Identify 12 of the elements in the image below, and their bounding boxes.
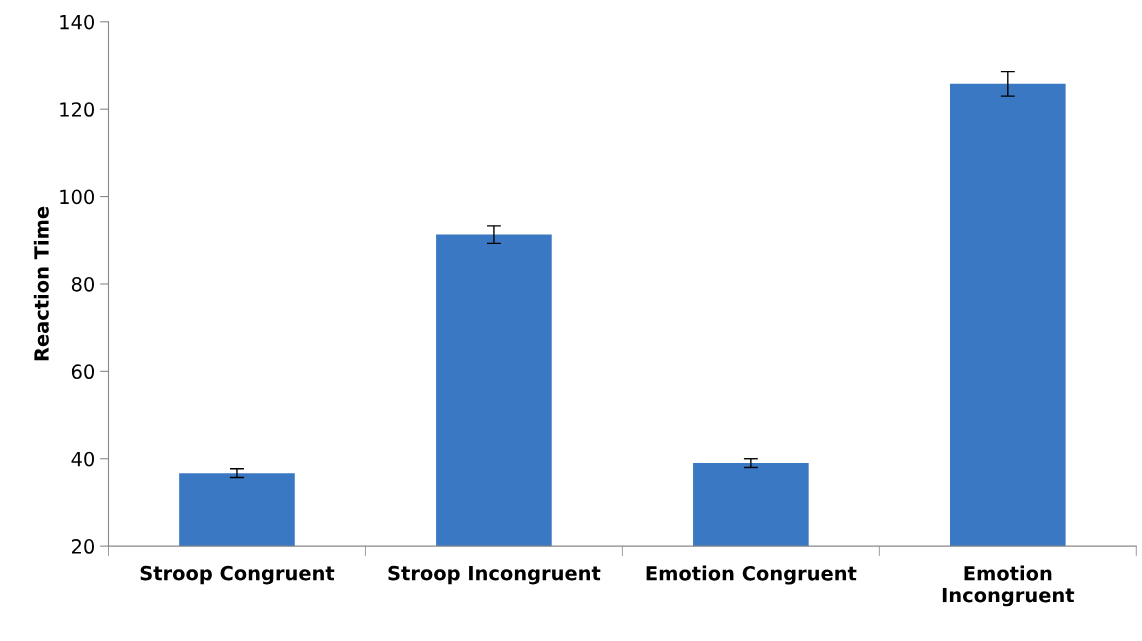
- x-tick-label: Stroop Incongruent: [388, 565, 601, 585]
- y-tick-label: 140: [60, 14, 94, 30]
- y-tick-label: 120: [60, 102, 94, 117]
- x-tick-label: Emotion Congruent: [646, 565, 857, 585]
- x-tick-label: Stroop Congruent: [140, 565, 335, 585]
- x-tick-label: Emotion Incongruent: [942, 565, 1075, 607]
- y-tick-label: 20: [71, 539, 94, 554]
- y-axis-title: Reaction Time: [33, 206, 49, 361]
- y-tick-label: 60: [71, 364, 94, 380]
- y-tick-label: 40: [71, 451, 94, 467]
- y-tick-label: 100: [60, 189, 94, 205]
- y-tick-label: 80: [71, 276, 94, 292]
